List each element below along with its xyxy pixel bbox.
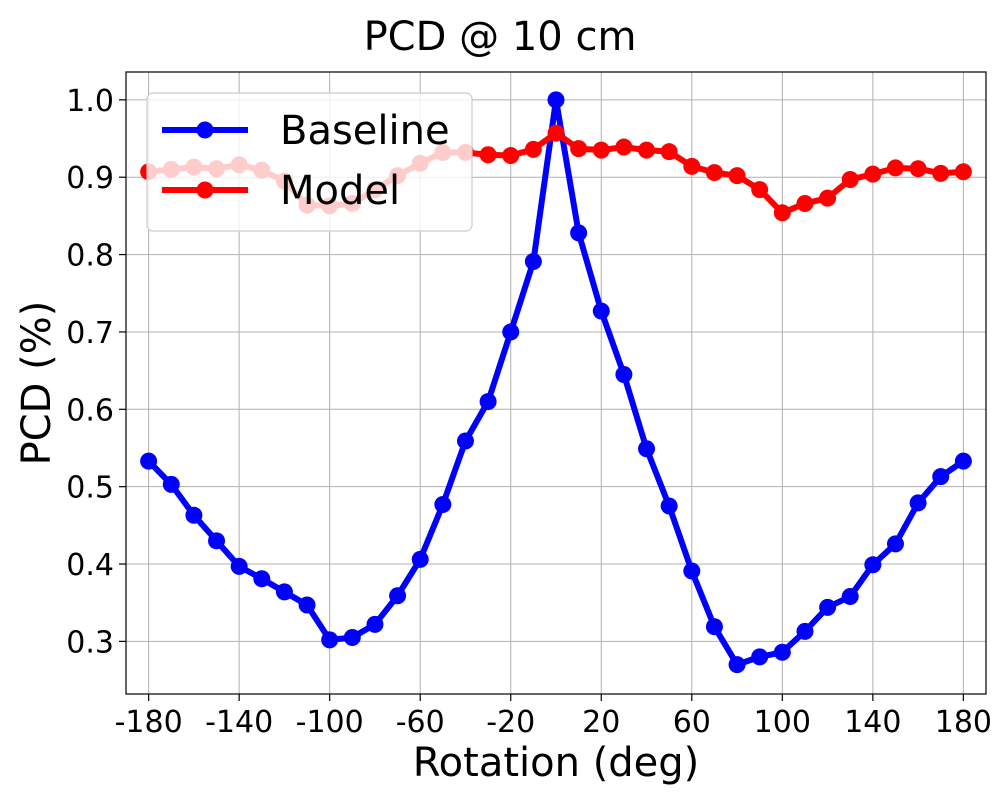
- model-point: [683, 157, 701, 175]
- legend-label: Model: [280, 168, 400, 214]
- x-tick-label: -60: [396, 705, 445, 740]
- model-point: [751, 181, 769, 199]
- series-baseline: [140, 91, 972, 674]
- model-point: [638, 141, 656, 159]
- y-tick-label: 0.4: [66, 548, 114, 583]
- x-tick-label: -100: [296, 705, 364, 740]
- legend-swatch-marker: [196, 181, 214, 199]
- model-point: [954, 163, 972, 181]
- baseline-point: [954, 452, 972, 470]
- baseline-point: [502, 323, 520, 341]
- x-tick-label: 20: [582, 705, 620, 740]
- baseline-point: [185, 506, 203, 524]
- baseline-point: [660, 497, 678, 515]
- model-point: [592, 141, 610, 159]
- x-axis-ticks: -180 -140 -100 -60 -20 20 60 100 140 180: [115, 694, 992, 740]
- model-point: [841, 171, 859, 189]
- legend: Baseline Model: [146, 92, 473, 232]
- baseline-point: [389, 587, 407, 605]
- baseline-point: [615, 365, 633, 383]
- baseline-point: [705, 618, 723, 636]
- baseline-point: [140, 452, 158, 470]
- plot-frame: [125, 71, 987, 695]
- baseline-point: [570, 224, 588, 242]
- model-point: [705, 164, 723, 182]
- baseline-point: [796, 622, 814, 640]
- y-tick-label: 0.8: [66, 239, 114, 274]
- model-point: [615, 138, 633, 156]
- model-point: [864, 165, 882, 183]
- model-point: [660, 143, 678, 161]
- y-tick-label: 0.9: [66, 161, 114, 196]
- baseline-point: [864, 556, 882, 574]
- baseline-point: [208, 532, 226, 550]
- model-point: [909, 160, 927, 178]
- baseline-point: [932, 468, 950, 486]
- model-point: [524, 140, 542, 158]
- baseline-point: [592, 302, 610, 320]
- x-tick-label: 140: [844, 705, 901, 740]
- baseline-point: [366, 615, 384, 633]
- y-tick-label: 0.5: [66, 471, 114, 506]
- baseline-point: [456, 432, 474, 450]
- baseline-point: [909, 494, 927, 512]
- model-point: [819, 189, 837, 207]
- baseline-point: [343, 629, 361, 647]
- x-tick-label: 60: [673, 705, 711, 740]
- model-point: [502, 147, 520, 165]
- model-point: [547, 124, 565, 142]
- baseline-point: [230, 557, 248, 575]
- model-point: [932, 164, 950, 182]
- x-tick-label: -20: [486, 705, 535, 740]
- model-point: [773, 204, 791, 222]
- legend-swatch-marker: [196, 121, 214, 139]
- baseline-point: [434, 495, 452, 513]
- chart-title: PCD @ 10 cm: [364, 14, 637, 60]
- plot-series: [140, 91, 972, 674]
- baseline-point: [751, 648, 769, 666]
- x-tick-label: 180: [935, 705, 992, 740]
- legend-item-baseline: Baseline: [162, 108, 450, 154]
- y-axis-ticks: 0.3 0.4 0.5 0.6 0.7 0.8 0.9 1.0: [66, 84, 126, 660]
- baseline-point: [886, 535, 904, 553]
- baseline-point: [253, 570, 271, 588]
- baseline-point: [298, 596, 316, 614]
- baseline-point: [411, 550, 429, 568]
- x-axis-label: Rotation (deg): [413, 740, 700, 786]
- y-tick-label: 1.0: [66, 84, 114, 119]
- model-point: [728, 167, 746, 185]
- x-tick-label: 100: [754, 705, 811, 740]
- baseline-point: [841, 588, 859, 606]
- y-axis-label: PCD (%): [14, 301, 60, 466]
- baseline-point: [321, 631, 339, 649]
- legend-item-model: Model: [162, 168, 400, 214]
- baseline-point: [162, 475, 180, 493]
- y-tick-label: 0.3: [66, 625, 114, 660]
- baseline-point: [524, 253, 542, 271]
- baseline-point: [479, 393, 497, 411]
- baseline-point: [773, 643, 791, 661]
- model-point: [796, 195, 814, 213]
- baseline-point: [728, 656, 746, 674]
- model-point: [886, 159, 904, 177]
- legend-label: Baseline: [280, 108, 450, 154]
- baseline-point: [683, 562, 701, 580]
- baseline-point: [819, 598, 837, 616]
- baseline-point: [547, 91, 565, 109]
- y-tick-label: 0.6: [66, 393, 114, 428]
- baseline-point: [275, 583, 293, 601]
- model-point: [570, 140, 588, 158]
- x-tick-label: -140: [205, 705, 273, 740]
- model-point: [479, 146, 497, 164]
- x-tick-label: -180: [115, 705, 183, 740]
- baseline-point: [638, 440, 656, 458]
- y-tick-label: 0.7: [66, 316, 114, 351]
